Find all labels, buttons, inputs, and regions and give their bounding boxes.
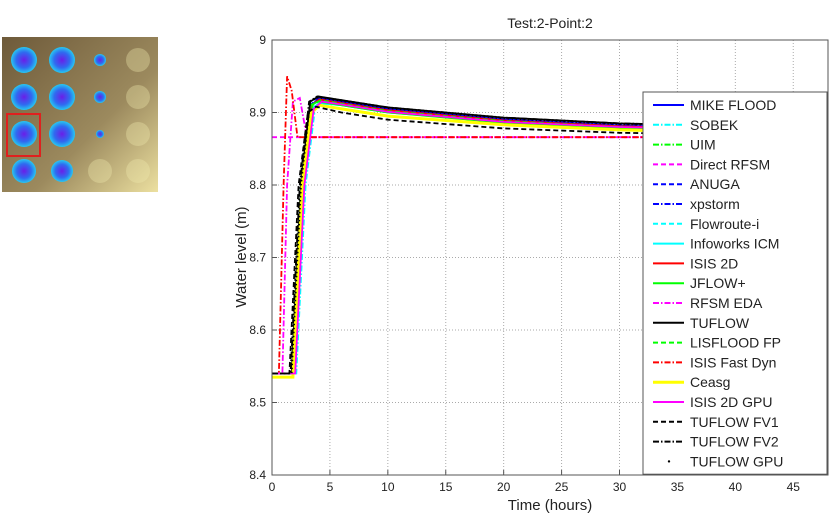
series-line-tuflow-gpu: [272, 96, 828, 375]
dry-spot: [126, 48, 150, 72]
flood-spot: [51, 160, 73, 182]
legend-label: ISIS Fast Dyn: [690, 354, 776, 370]
flood-spot: [11, 47, 37, 73]
dry-spot: [126, 159, 150, 183]
legend-label: TUFLOW FV1: [690, 414, 779, 430]
x-tick-label: 0: [269, 480, 276, 494]
series-line-isis-fast-dyn: [272, 76, 828, 375]
legend-label: TUFLOW FV2: [690, 434, 779, 450]
legend-label: Ceasg: [690, 374, 730, 390]
x-tick-label: 15: [439, 480, 453, 494]
legend-label: TUFLOW: [690, 315, 750, 331]
y-tick-label: 8.6: [249, 323, 266, 337]
legend-label: UIM: [690, 137, 716, 153]
flood-spot: [94, 54, 106, 66]
model-thumbnail: [2, 37, 158, 192]
y-tick-label: 9: [259, 33, 266, 47]
y-axis-label: Water level (m): [233, 206, 250, 307]
dry-spot: [126, 122, 150, 146]
series-line-tuflow-fv1: [272, 105, 828, 375]
legend-label: JFLOW+: [690, 275, 746, 291]
flood-spot: [11, 84, 37, 110]
x-axis-label: Time (hours): [508, 497, 592, 514]
legend-label: Infoworks ICM: [690, 236, 779, 252]
legend: MIKE FLOOD SOBEK UIM Direct RFSM ANUGA xpstor…: [642, 91, 828, 475]
flood-spot: [49, 47, 75, 73]
legend-label: MIKE FLOOD: [690, 97, 776, 113]
legend-label: ANUGA: [690, 176, 740, 192]
legend-label: TUFLOW GPU: [690, 453, 783, 469]
x-tick-label: 5: [327, 480, 334, 494]
legend-swatch: [667, 460, 671, 463]
legend-label: SOBEK: [690, 117, 739, 133]
flood-spot: [49, 121, 75, 147]
legend-label: LISFLOOD FP: [690, 335, 781, 351]
plot-frame: [271, 39, 829, 476]
y-tick-label: 8.5: [249, 396, 266, 410]
x-tick-label: 40: [729, 480, 743, 494]
series-line-isis-2d-gpu: [272, 100, 828, 375]
legend-label: xpstorm: [690, 196, 740, 212]
legend-label: ISIS 2D GPU: [690, 394, 772, 410]
series-line-sobek: [272, 102, 828, 375]
legend-label: ISIS 2D: [690, 255, 738, 271]
flood-spot: [94, 91, 106, 103]
flood-spot: [96, 130, 104, 138]
legend-label: RFSM EDA: [690, 295, 763, 311]
thumbnail-map: [2, 37, 158, 192]
legend-label: Flowroute-i: [690, 216, 759, 232]
y-tick-label: 8.8: [249, 178, 266, 192]
x-tick-label: 10: [381, 480, 395, 494]
flood-spot: [49, 84, 75, 110]
x-tick-label: 20: [497, 480, 511, 494]
y-tick-label: 8.7: [249, 251, 266, 265]
legend-label: Direct RFSM: [690, 156, 770, 172]
x-tick-label: 45: [787, 480, 801, 494]
x-tick-label: 35: [671, 480, 685, 494]
selected-point-highlight: [6, 113, 41, 157]
series-line-ceasg: [272, 103, 828, 379]
y-tick-label: 8.9: [249, 106, 266, 120]
x-tick-label: 30: [613, 480, 627, 494]
x-tick-label: 25: [555, 480, 569, 494]
flood-spot: [11, 121, 37, 147]
series-lines: [272, 76, 828, 379]
y-tick-label: 8.4: [249, 468, 266, 482]
dry-spot: [88, 159, 112, 183]
flood-spot: [12, 159, 36, 183]
dry-spot: [126, 85, 150, 109]
chart-title: Test:2-Point:2: [507, 15, 593, 31]
